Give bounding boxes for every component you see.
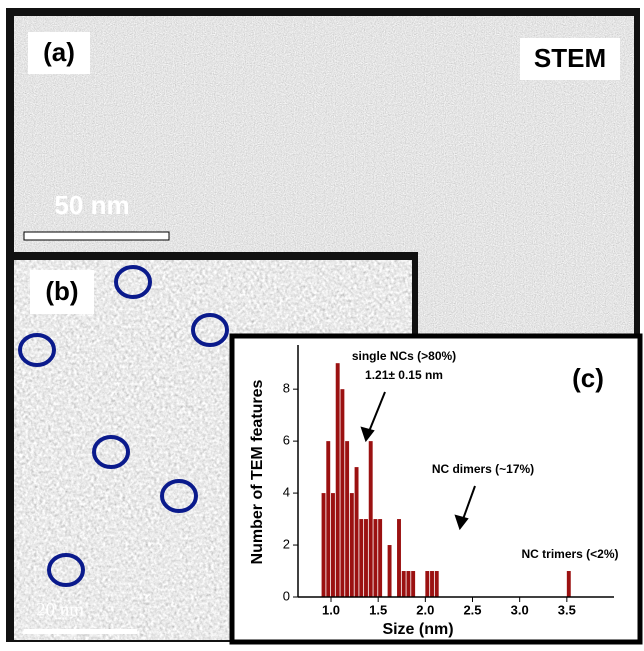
scale-bar [23, 231, 170, 241]
panel-label: (c) [572, 363, 604, 393]
x-tick-label: 3.5 [558, 602, 576, 617]
bar [368, 441, 373, 597]
annotation: single NCs (>80%) [352, 349, 456, 363]
bar [425, 571, 430, 597]
annotation: 1.21± 0.15 nm [365, 368, 443, 382]
label-box [30, 270, 94, 314]
x-tick-label: 1.0 [322, 602, 340, 617]
x-tick-label: 1.5 [369, 602, 387, 617]
bar [340, 389, 345, 597]
bar [345, 441, 350, 597]
bar [397, 519, 401, 597]
circles [18, 265, 229, 587]
bar [411, 571, 416, 597]
panel-label: (a) [43, 37, 75, 67]
bar [354, 467, 359, 597]
panel-label: (b) [45, 276, 78, 306]
annotation: NC trimers (<2%) [521, 547, 618, 561]
bar [321, 493, 326, 597]
bar [326, 441, 331, 597]
bar [406, 571, 411, 597]
bar [434, 571, 439, 597]
bar [364, 519, 368, 597]
scale-bar [24, 629, 137, 634]
scale-label: 20 nm [36, 599, 84, 620]
bar [430, 571, 434, 597]
x-tick-label: 2.0 [416, 602, 434, 617]
x-tick-label: 3.0 [511, 602, 529, 617]
y-tick-label: 6 [283, 433, 290, 448]
plot: 1.0 1.5 2.0 2.5 3.0 3.5 0 2 4 6 8 [283, 345, 614, 617]
bar [566, 571, 571, 597]
label-box [28, 32, 90, 74]
annotation: NC dimers (~17%) [432, 462, 534, 476]
y-axis-title: Number of TEM features [249, 379, 266, 564]
bar [387, 545, 392, 597]
bar [359, 519, 364, 597]
y-tick-label: 2 [283, 536, 290, 551]
arrows [360, 391, 476, 531]
mode-label: STEM [534, 43, 606, 73]
bar [373, 519, 378, 597]
y-tick-label: 8 [283, 381, 290, 396]
scale-label: 50 nm [54, 190, 129, 220]
bar [335, 363, 340, 597]
x-tick-label: 2.5 [463, 602, 481, 617]
y-tick-label: 4 [283, 485, 290, 500]
bar [401, 571, 406, 597]
label-box [520, 38, 620, 80]
x-axis-title: Size (nm) [382, 621, 453, 638]
bar [378, 519, 383, 597]
bar [349, 493, 354, 597]
bar [331, 493, 335, 597]
y-tick-label: 0 [283, 588, 290, 603]
